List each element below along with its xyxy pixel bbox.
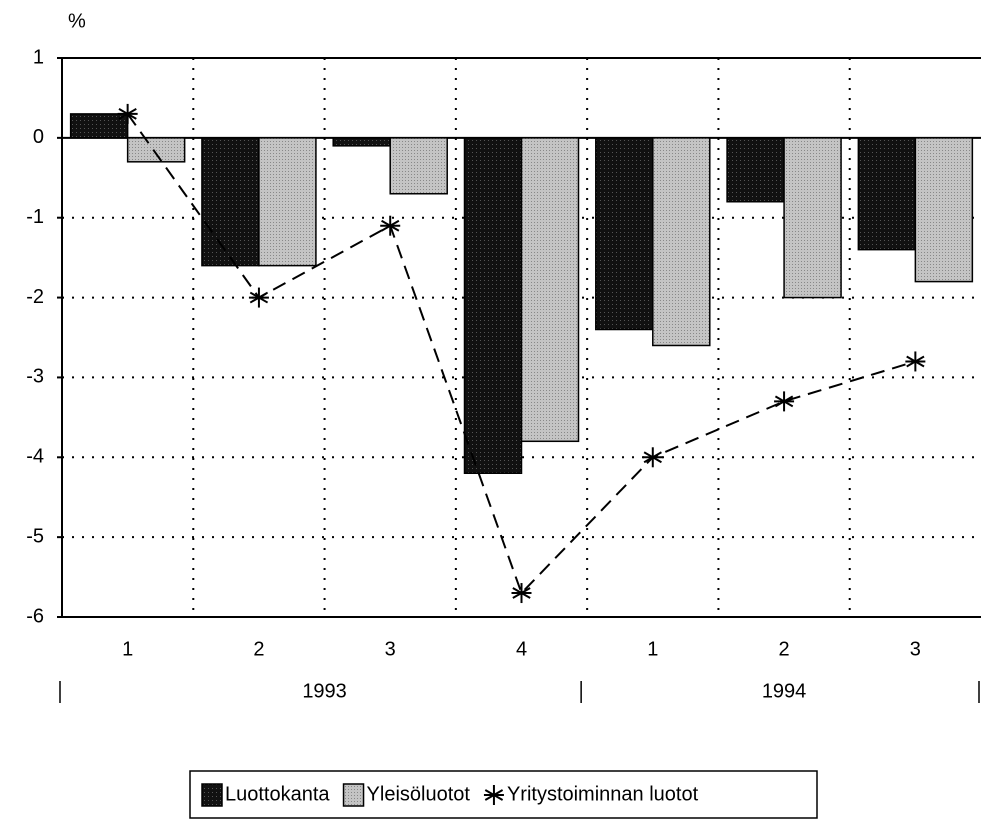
legend-label: Yleisöluotot <box>367 783 471 805</box>
legend-label: Yritystoiminnan luotot <box>507 783 699 805</box>
bar <box>69 113 129 139</box>
point <box>774 391 795 412</box>
bar <box>201 137 260 267</box>
bar <box>857 137 917 251</box>
legend-label: Luottokanta <box>225 783 330 805</box>
x-tick-label: 2 <box>253 638 264 660</box>
group-label: 1993 <box>302 680 347 702</box>
y-tick-label: -4 <box>26 446 44 468</box>
point <box>642 447 663 468</box>
y-tick-label: 1 <box>33 46 44 68</box>
bar <box>258 137 317 267</box>
x-tick-label: 3 <box>910 638 921 660</box>
bar <box>783 137 842 299</box>
y-tick-label: -3 <box>26 366 44 388</box>
group-label: 1994 <box>762 680 807 702</box>
y-tick-label: -6 <box>26 605 44 627</box>
x-tick-label: 4 <box>516 638 527 660</box>
bar <box>652 137 711 347</box>
point <box>248 287 269 308</box>
bar <box>463 137 523 475</box>
y-tick-label: -5 <box>26 525 44 547</box>
x-tick-label: 1 <box>122 638 133 660</box>
point <box>905 351 926 372</box>
legend-swatch <box>483 785 504 805</box>
bar <box>332 137 391 147</box>
y-tick-label: -2 <box>26 286 44 308</box>
point <box>380 215 401 236</box>
bar <box>726 137 785 203</box>
y-unit: % <box>68 10 86 32</box>
point <box>511 583 532 604</box>
legend-swatch <box>201 783 223 807</box>
y-tick-label: -1 <box>26 206 44 228</box>
y-tick-label: 0 <box>33 126 44 148</box>
bar <box>520 137 580 443</box>
bar <box>595 137 654 331</box>
bar <box>389 137 448 195</box>
x-tick-label: 2 <box>779 638 790 660</box>
point <box>117 103 138 124</box>
x-tick-label: 3 <box>385 638 396 660</box>
x-tick-label: 1 <box>647 638 658 660</box>
bar <box>914 137 974 283</box>
bar <box>126 137 186 163</box>
legend-swatch <box>342 783 365 807</box>
